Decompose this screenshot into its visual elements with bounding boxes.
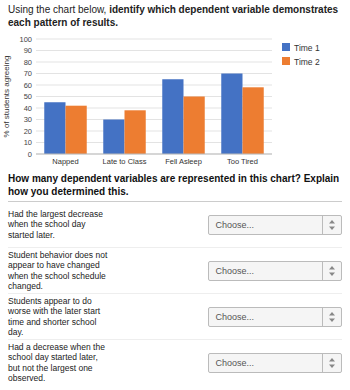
arrow-down	[329, 226, 335, 230]
legend: Time 1 Time 2	[282, 43, 320, 67]
y-tick-label: 100	[19, 35, 32, 44]
bar	[125, 110, 146, 154]
y-tick-label: 60	[24, 81, 32, 90]
dropdown: Choose...	[208, 353, 342, 373]
dropdown: Choose...	[208, 215, 342, 235]
question-text: Had the largest decrease when the school…	[8, 209, 188, 240]
x-tick-label: Too Tired	[227, 157, 258, 166]
bar	[243, 87, 264, 154]
legend-swatch	[282, 57, 290, 65]
arrow-up	[329, 266, 335, 270]
dropdown-placeholder: Choose...	[209, 220, 322, 230]
question-rows: Had the largest decrease when the school…	[0, 202, 350, 385]
legend-swatch	[282, 43, 290, 51]
arrow-down	[329, 272, 335, 276]
dropdown-placeholder: Choose...	[209, 358, 322, 368]
arrow-up	[329, 220, 335, 224]
y-tick-label: 20	[24, 127, 32, 136]
legend-label: Time 2	[294, 57, 320, 67]
x-tick-label: Late to Class	[103, 157, 147, 166]
dropdown-arrow	[322, 308, 341, 326]
bar	[103, 120, 124, 155]
dropdown-arrow	[322, 354, 341, 372]
instruction-plain: Using the chart below,	[8, 4, 109, 15]
question-row: Had the largest decrease when the school…	[8, 202, 342, 248]
dropdown-arrow	[322, 262, 341, 280]
grid-line	[36, 39, 272, 40]
y-tick-label: 90	[24, 46, 32, 55]
dropdown: Choose...	[208, 307, 342, 327]
x-tick-label: Fell Asleep	[165, 157, 202, 166]
chart: 0 10 20 30 40 50 60 70 80 90 100 % of students agre…	[0, 32, 350, 172]
arrow-down	[329, 318, 335, 322]
question-row: Had a decrease when the school day start…	[8, 340, 342, 385]
y-tick-label: 0	[28, 150, 32, 159]
arrow-up	[329, 358, 335, 362]
dropdown: Choose...	[208, 261, 342, 281]
grid-line	[36, 50, 272, 51]
question-text: Had a decrease when the school day start…	[8, 342, 188, 383]
dropdown-placeholder: Choose...	[209, 312, 322, 322]
question-text: Student behavior does not appear to have…	[8, 250, 188, 291]
dropdown-arrow	[322, 216, 341, 234]
instructions: Using the chart below, identify which de…	[0, 0, 350, 32]
bar	[184, 97, 205, 155]
y-tick-label: 80	[24, 58, 32, 67]
grid-line	[36, 62, 272, 63]
y-tick-label: 30	[24, 115, 32, 124]
question-row: Student behavior does not appear to have…	[8, 248, 342, 294]
bar	[221, 74, 242, 155]
bars	[44, 74, 263, 155]
grid-line	[36, 154, 272, 155]
bar	[66, 106, 87, 154]
y-tick-label: 10	[24, 138, 32, 147]
y-tick-label: 70	[24, 69, 32, 78]
question-text: Students appear to do worse with the lat…	[8, 296, 188, 337]
y-axis-label: % of students agreeing	[2, 56, 11, 138]
x-tick-label: Napped	[52, 157, 78, 166]
y-tick-label: 40	[24, 104, 32, 113]
bar	[162, 79, 183, 154]
y-tick-label: 50	[24, 92, 32, 101]
bar	[44, 102, 65, 154]
legend-label: Time 1	[294, 43, 320, 53]
question-row: Students appear to do worse with the lat…	[8, 294, 342, 340]
arrow-up	[329, 312, 335, 316]
x-axis-line	[36, 154, 272, 155]
dropdown-placeholder: Choose...	[209, 266, 322, 276]
arrow-down	[329, 364, 335, 368]
main-question: How many dependent variables are represe…	[8, 172, 342, 202]
